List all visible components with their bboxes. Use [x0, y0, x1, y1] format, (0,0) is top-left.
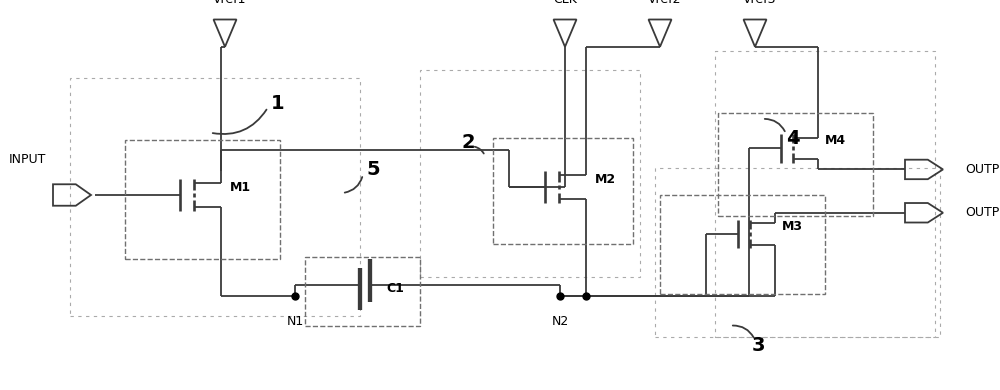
Bar: [655, 168, 940, 337]
Text: 4: 4: [786, 129, 800, 148]
Text: Vref2: Vref2: [648, 0, 682, 6]
Text: Vref3: Vref3: [743, 0, 777, 6]
Text: OUTPUT2: OUTPUT2: [965, 163, 1000, 176]
Bar: [420, 70, 640, 277]
Bar: [305, 257, 420, 326]
Text: Vref1: Vref1: [213, 0, 247, 6]
Text: N2: N2: [551, 315, 569, 328]
Text: 3: 3: [751, 336, 765, 355]
Text: M2: M2: [595, 173, 616, 186]
Bar: [70, 78, 360, 316]
Bar: [125, 140, 280, 259]
Bar: [660, 195, 825, 294]
Bar: [715, 51, 935, 337]
Text: INPUT: INPUT: [8, 153, 46, 167]
Bar: [718, 113, 873, 216]
Text: 2: 2: [461, 133, 475, 152]
Text: M4: M4: [825, 134, 846, 147]
Text: M3: M3: [782, 220, 803, 233]
Text: N1: N1: [286, 315, 304, 328]
Text: C1: C1: [386, 282, 404, 295]
Bar: [493, 138, 633, 244]
Text: CLK: CLK: [553, 0, 577, 6]
Text: 1: 1: [271, 94, 285, 113]
Text: M1: M1: [230, 181, 251, 194]
Text: 5: 5: [366, 160, 380, 179]
Text: OUTPUT1: OUTPUT1: [965, 206, 1000, 219]
